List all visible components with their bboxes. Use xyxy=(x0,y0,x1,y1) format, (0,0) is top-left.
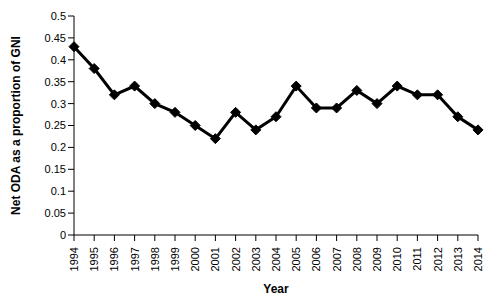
svg-text:1997: 1997 xyxy=(129,247,141,271)
svg-text:2003: 2003 xyxy=(250,247,262,271)
svg-text:Year: Year xyxy=(263,282,289,296)
svg-text:1995: 1995 xyxy=(88,247,100,271)
svg-text:1998: 1998 xyxy=(149,247,161,271)
svg-text:2000: 2000 xyxy=(189,247,201,271)
svg-text:0.1: 0.1 xyxy=(51,185,66,197)
svg-text:0.25: 0.25 xyxy=(45,119,66,131)
svg-text:0.4: 0.4 xyxy=(51,54,66,66)
svg-text:0: 0 xyxy=(60,229,66,241)
svg-text:2008: 2008 xyxy=(351,247,363,271)
svg-text:1994: 1994 xyxy=(68,247,80,271)
svg-text:2007: 2007 xyxy=(331,247,343,271)
svg-text:2002: 2002 xyxy=(230,247,242,271)
svg-text:2014: 2014 xyxy=(472,247,484,271)
svg-text:1999: 1999 xyxy=(169,247,181,271)
svg-text:2011: 2011 xyxy=(411,247,423,271)
svg-text:2001: 2001 xyxy=(209,247,221,271)
svg-text:2012: 2012 xyxy=(432,247,444,271)
svg-text:Net ODA as a proportion of GNI: Net ODA as a proportion of GNI xyxy=(9,36,23,215)
svg-text:0.2: 0.2 xyxy=(51,141,66,153)
svg-text:1996: 1996 xyxy=(108,247,120,271)
svg-text:0.35: 0.35 xyxy=(45,76,66,88)
svg-text:0.3: 0.3 xyxy=(51,98,66,110)
svg-text:0.05: 0.05 xyxy=(45,207,66,219)
svg-text:0.15: 0.15 xyxy=(45,163,66,175)
svg-text:2005: 2005 xyxy=(290,247,302,271)
svg-text:2013: 2013 xyxy=(452,247,464,271)
svg-text:0.5: 0.5 xyxy=(51,10,66,22)
svg-text:2010: 2010 xyxy=(391,247,403,271)
svg-text:2006: 2006 xyxy=(310,247,322,271)
svg-text:0.45: 0.45 xyxy=(45,32,66,44)
svg-text:2004: 2004 xyxy=(270,247,282,271)
svg-text:2009: 2009 xyxy=(371,247,383,271)
